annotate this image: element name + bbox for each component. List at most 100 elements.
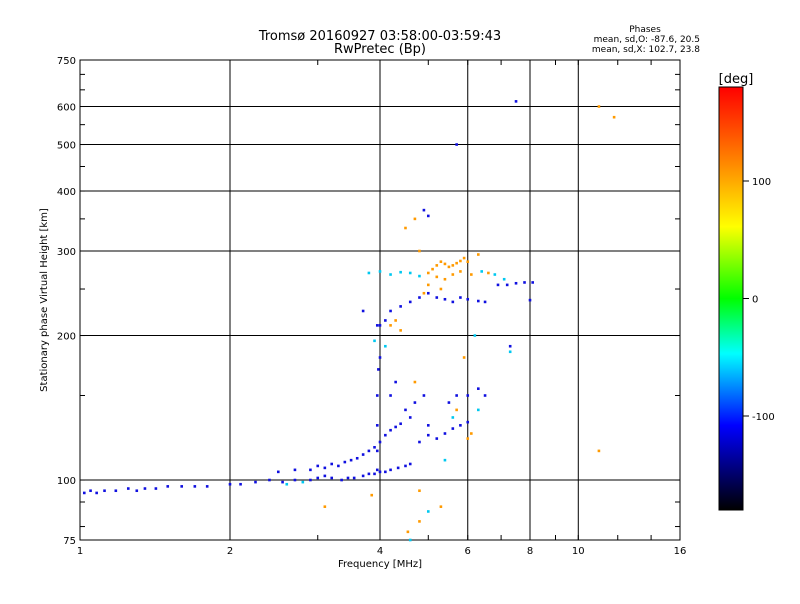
point-0-71 bbox=[451, 427, 455, 430]
point-1-1 bbox=[431, 267, 434, 271]
point-0-8 bbox=[154, 487, 158, 490]
point-2-12 bbox=[477, 408, 480, 412]
point-1-9 bbox=[462, 256, 466, 260]
point-1-11 bbox=[435, 275, 439, 279]
point-1-33 bbox=[370, 493, 374, 497]
x-tick-label-3: 6 bbox=[465, 546, 471, 557]
point-1-3 bbox=[439, 260, 443, 264]
point-0-59 bbox=[378, 356, 382, 359]
point-1-22 bbox=[597, 449, 601, 453]
y-tick-label-0: 75 bbox=[63, 536, 76, 547]
point-0-103 bbox=[422, 208, 426, 212]
point-2-4 bbox=[408, 271, 412, 275]
point-1-34 bbox=[418, 520, 421, 523]
point-0-86 bbox=[451, 300, 455, 304]
phases-heading: Phases bbox=[629, 25, 661, 35]
point-1-0 bbox=[426, 271, 430, 275]
point-0-12 bbox=[205, 485, 209, 488]
point-1-16 bbox=[426, 283, 430, 287]
chart-subtitle: RwPretec (Bp) bbox=[334, 42, 426, 57]
point-1-4 bbox=[443, 262, 447, 266]
point-1-29 bbox=[394, 319, 397, 322]
point-1-37 bbox=[323, 505, 327, 508]
point-0-88 bbox=[466, 297, 470, 301]
point-0-102 bbox=[426, 214, 430, 218]
point-0-98 bbox=[531, 281, 534, 284]
point-0-15 bbox=[254, 480, 257, 484]
point-0-93 bbox=[361, 309, 365, 313]
point-0-47 bbox=[373, 446, 376, 449]
point-0-101 bbox=[528, 298, 532, 302]
y-tick-labels: 75 100 200 300 400 500 600 750 bbox=[57, 56, 76, 547]
point-0-6 bbox=[135, 489, 139, 493]
point-0-20 bbox=[316, 476, 320, 480]
y-tick-label-5: 500 bbox=[57, 141, 76, 152]
point-0-85 bbox=[443, 297, 447, 301]
point-0-34 bbox=[408, 462, 412, 466]
point-0-42 bbox=[343, 460, 347, 464]
point-1-19 bbox=[487, 271, 490, 275]
point-0-53 bbox=[408, 416, 412, 419]
point-1-32 bbox=[418, 489, 421, 493]
point-1-28 bbox=[399, 329, 402, 332]
point-0-61 bbox=[389, 394, 392, 397]
x-tick-label-0: 1 bbox=[77, 546, 83, 557]
point-0-66 bbox=[426, 424, 430, 427]
point-0-38 bbox=[316, 464, 320, 468]
point-0-83 bbox=[426, 291, 430, 295]
point-0-92 bbox=[384, 319, 387, 322]
point-0-87 bbox=[459, 296, 462, 299]
point-0-32 bbox=[396, 466, 400, 470]
point-0-22 bbox=[330, 476, 334, 480]
point-0-69 bbox=[435, 437, 439, 440]
point-2-1 bbox=[378, 270, 382, 273]
x-axis-label: Frequency [MHz] bbox=[338, 559, 422, 570]
point-1-7 bbox=[455, 261, 458, 265]
series-0 bbox=[82, 100, 534, 495]
point-1-15 bbox=[470, 273, 473, 276]
point-0-89 bbox=[477, 299, 480, 303]
point-0-18 bbox=[293, 478, 297, 482]
point-0-3 bbox=[103, 489, 106, 493]
point-0-73 bbox=[466, 420, 470, 424]
point-1-38 bbox=[455, 408, 458, 412]
y-tick-label-6: 600 bbox=[57, 103, 76, 114]
point-1-23 bbox=[404, 226, 407, 230]
point-1-30 bbox=[466, 437, 470, 440]
point-1-13 bbox=[451, 273, 455, 276]
point-1-26 bbox=[422, 291, 426, 295]
point-0-52 bbox=[399, 422, 402, 426]
point-0-16 bbox=[268, 478, 271, 482]
point-2-11 bbox=[451, 416, 455, 419]
point-0-90 bbox=[483, 300, 487, 304]
colorbar-tick-label-2: -100 bbox=[752, 412, 775, 423]
point-0-58 bbox=[377, 368, 380, 371]
point-0-2 bbox=[95, 491, 98, 495]
point-0-62 bbox=[394, 380, 397, 384]
point-2-18 bbox=[443, 458, 447, 462]
point-1-8 bbox=[459, 259, 462, 263]
point-2-9 bbox=[373, 339, 376, 343]
point-0-17 bbox=[281, 480, 284, 484]
y-tick-label-3: 300 bbox=[57, 247, 76, 258]
point-0-57 bbox=[375, 394, 379, 397]
point-0-21 bbox=[323, 474, 327, 478]
x-tick-label-4: 8 bbox=[527, 546, 533, 557]
point-0-68 bbox=[426, 433, 430, 437]
point-0-70 bbox=[443, 432, 447, 435]
phases-o-stats: mean, sd,O: -87.6, 20.5 bbox=[594, 35, 700, 45]
y-tick-label-2: 200 bbox=[57, 332, 76, 343]
point-0-60 bbox=[375, 324, 379, 327]
point-1-5 bbox=[447, 265, 451, 269]
point-0-33 bbox=[404, 464, 407, 468]
point-0-5 bbox=[126, 487, 130, 490]
minor-ticks bbox=[79, 60, 681, 540]
point-0-74 bbox=[447, 401, 451, 404]
point-0-45 bbox=[361, 453, 365, 456]
point-2-3 bbox=[399, 270, 402, 274]
point-0-19 bbox=[309, 478, 312, 482]
point-0-28 bbox=[373, 472, 376, 476]
point-2-13 bbox=[508, 350, 512, 354]
point-1-36 bbox=[406, 530, 410, 534]
point-1-40 bbox=[462, 356, 466, 359]
